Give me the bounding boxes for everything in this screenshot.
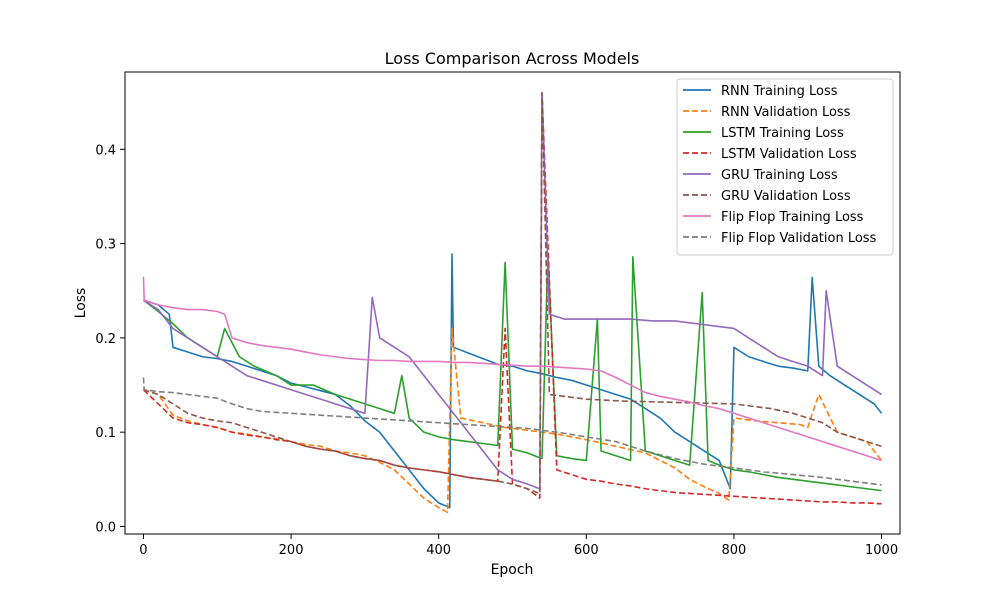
series-line-7 bbox=[142, 276, 882, 462]
legend-label: LSTM Training Loss bbox=[721, 126, 844, 141]
x-tick-label: 200 bbox=[279, 543, 304, 558]
series-line-3 bbox=[142, 252, 882, 492]
x-tick-label: 800 bbox=[722, 543, 747, 558]
legend-label: RNN Validation Loss bbox=[721, 105, 851, 120]
y-tick-label: 0.0 bbox=[95, 520, 116, 535]
x-axis-label: Epoch bbox=[491, 562, 534, 578]
plot-frame bbox=[124, 71, 901, 535]
legend-label: GRU Validation Loss bbox=[721, 189, 851, 204]
x-tick-label: 0 bbox=[139, 543, 147, 558]
legend-label: Flip Flop Validation Loss bbox=[721, 231, 877, 246]
legend-box bbox=[676, 78, 894, 256]
legend-label: GRU Training Loss bbox=[721, 168, 838, 183]
series-line-6 bbox=[143, 91, 882, 495]
series-line-8 bbox=[142, 377, 882, 486]
x-tick-label: 600 bbox=[574, 543, 599, 558]
x-tick-label: 400 bbox=[426, 543, 451, 558]
legend: RNN Training Loss RNN Validation Loss LSTM… bbox=[676, 78, 894, 256]
plot-lines bbox=[142, 91, 883, 514]
series-line-5 bbox=[143, 91, 882, 490]
y-tick-label: 0.3 bbox=[95, 238, 116, 253]
y-axis-label: Loss bbox=[73, 288, 89, 319]
y-tick-label: 0.1 bbox=[95, 426, 116, 441]
legend-label: RNN Training Loss bbox=[721, 84, 838, 99]
series-line-4 bbox=[142, 91, 882, 505]
x-tick-label: 1000 bbox=[865, 543, 898, 558]
series-line-1 bbox=[143, 253, 883, 509]
y-tick-label: 0.2 bbox=[95, 332, 116, 347]
x-axis: 0 200 400 600 800 1000 bbox=[139, 534, 898, 558]
chart-title: Loss Comparison Across Models bbox=[385, 49, 640, 68]
y-tick-label: 0.4 bbox=[95, 143, 116, 158]
y-axis: 0.0 0.1 0.2 0.3 0.4 bbox=[95, 143, 125, 535]
legend-label: Flip Flop Training Loss bbox=[721, 210, 864, 225]
legend-label: LSTM Validation Loss bbox=[721, 147, 857, 162]
